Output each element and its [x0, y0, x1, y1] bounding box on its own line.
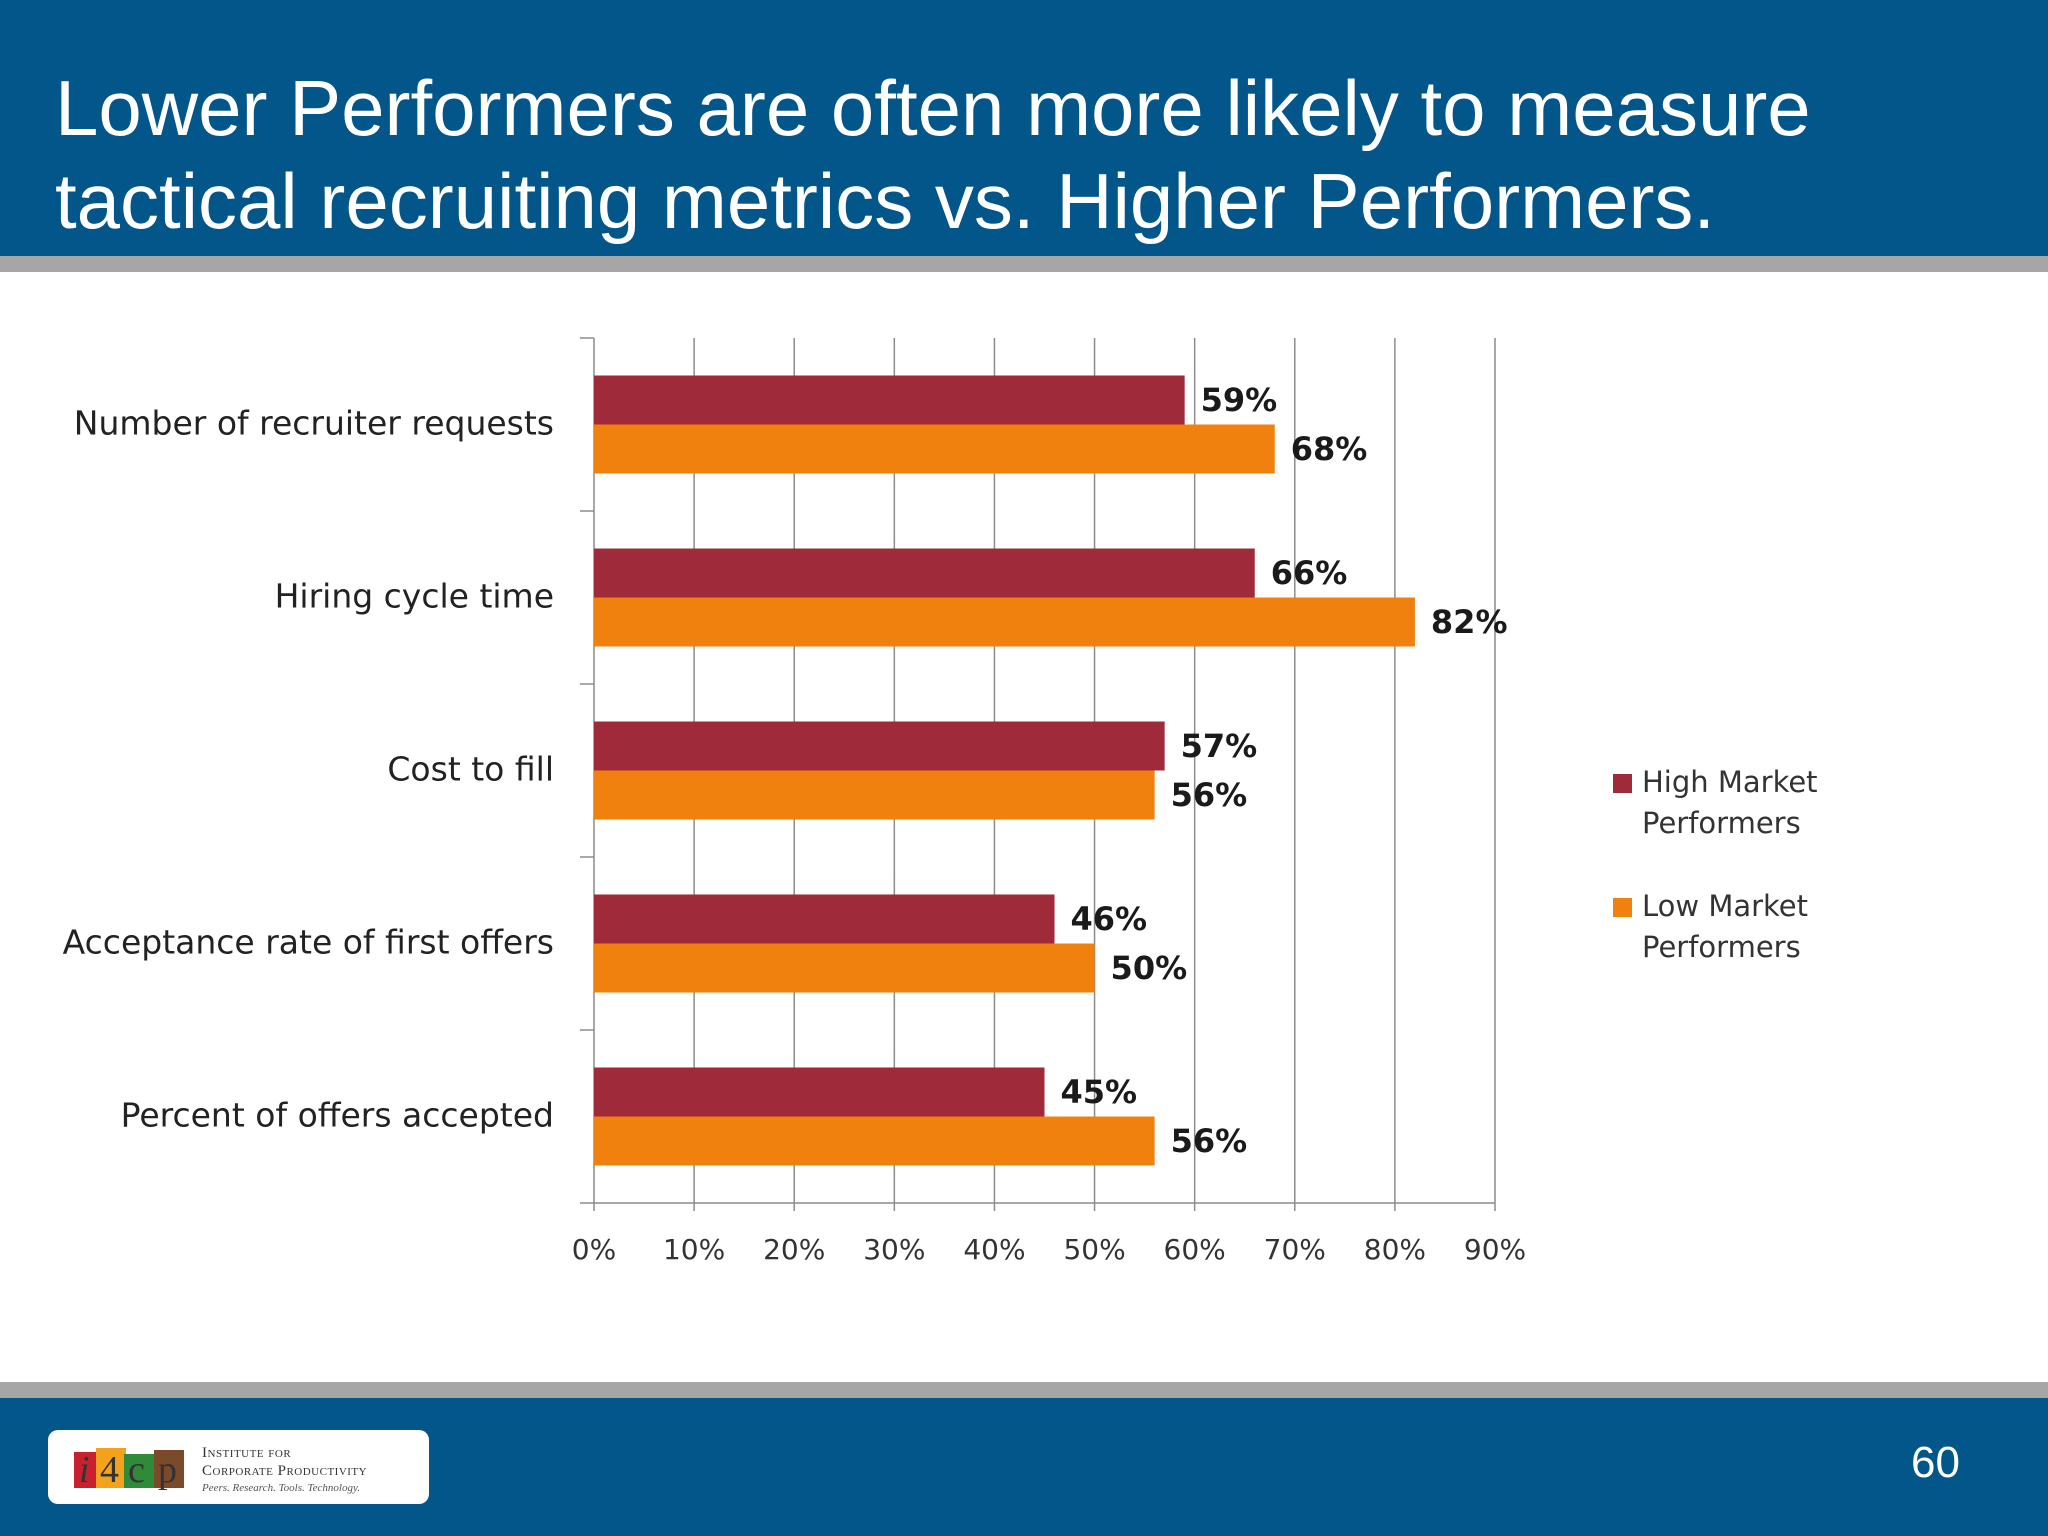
x-tick-label: 30%	[863, 1233, 925, 1266]
slide-title-line1: Lower Performers are often more likely t…	[55, 64, 1811, 152]
category-label: Cost to fill	[387, 750, 554, 789]
data-label: 82%	[1431, 603, 1508, 641]
bar-chart: 0% 10% 20% 30% 40% 50% 60% 70% 80% 90% Number of r…	[63, 337, 1818, 1266]
bar-low	[594, 424, 1275, 474]
category-label: Number of recruiter requests	[74, 404, 554, 443]
x-tick-label: 80%	[1364, 1233, 1426, 1266]
data-label: 59%	[1201, 381, 1278, 419]
data-label: 68%	[1291, 430, 1368, 468]
bar-low	[594, 943, 1095, 993]
slide-title: Lower Performers are often more likely t…	[55, 62, 1995, 248]
i4cp-logo-mark: i 4 c p	[74, 1448, 184, 1491]
x-tick-label: 20%	[763, 1233, 825, 1266]
legend-swatch	[1613, 898, 1632, 917]
data-label: 46%	[1071, 900, 1148, 938]
legend-label: Low Market	[1642, 889, 1808, 923]
page-number: 60	[1911, 1438, 1960, 1487]
category-label: Acceptance rate of first offers	[63, 923, 554, 962]
bar-high	[594, 375, 1185, 425]
data-label: 45%	[1061, 1073, 1138, 1111]
slide-header: Lower Performers are often more likely t…	[0, 0, 2048, 256]
i4cp-logo-text: Institute for Corporate Productivity Pee…	[202, 1444, 367, 1496]
x-tick-label: 10%	[663, 1233, 725, 1266]
slide-title-line2: tactical recruiting metrics vs. Higher P…	[55, 157, 1716, 245]
x-tick-label: 50%	[1063, 1233, 1125, 1266]
legend-label: Performers	[1642, 806, 1801, 840]
svg-text:c: c	[128, 1449, 145, 1491]
data-label: 56%	[1171, 776, 1248, 814]
legend-swatch	[1613, 774, 1632, 793]
x-tick-label: 60%	[1164, 1233, 1226, 1266]
x-tick-label: 0%	[572, 1233, 616, 1266]
x-tick-label: 70%	[1264, 1233, 1326, 1266]
svg-text:p: p	[158, 1449, 177, 1491]
bar-low	[594, 1116, 1155, 1166]
legend-label: High Market	[1642, 765, 1818, 799]
svg-text:4: 4	[100, 1449, 119, 1491]
logo-line2: Corporate Productivity	[202, 1463, 368, 1479]
bar-high	[594, 1067, 1045, 1117]
category-label: Percent of offers accepted	[121, 1096, 554, 1135]
footer-divider	[0, 1382, 2048, 1398]
data-label: 56%	[1171, 1122, 1248, 1160]
i4cp-logo: i 4 c p Institute for Corporate Producti…	[48, 1430, 429, 1504]
legend-label: Performers	[1642, 930, 1801, 964]
data-label: 50%	[1111, 949, 1188, 987]
data-label: 66%	[1271, 554, 1348, 592]
bar-high	[594, 548, 1255, 598]
x-tick-label: 40%	[963, 1233, 1025, 1266]
bar-high	[594, 721, 1165, 771]
logo-line1: Institute for	[202, 1445, 292, 1461]
logo-tagline: Peers. Research. Tools. Technology.	[202, 1482, 360, 1494]
bar-high	[594, 894, 1055, 944]
data-label: 57%	[1181, 727, 1258, 765]
svg-text:i: i	[79, 1449, 90, 1491]
bar-low	[594, 770, 1155, 820]
bar-low	[594, 597, 1415, 647]
header-divider	[0, 256, 2048, 272]
x-tick-label: 90%	[1464, 1233, 1526, 1266]
category-label: Hiring cycle time	[275, 577, 554, 616]
